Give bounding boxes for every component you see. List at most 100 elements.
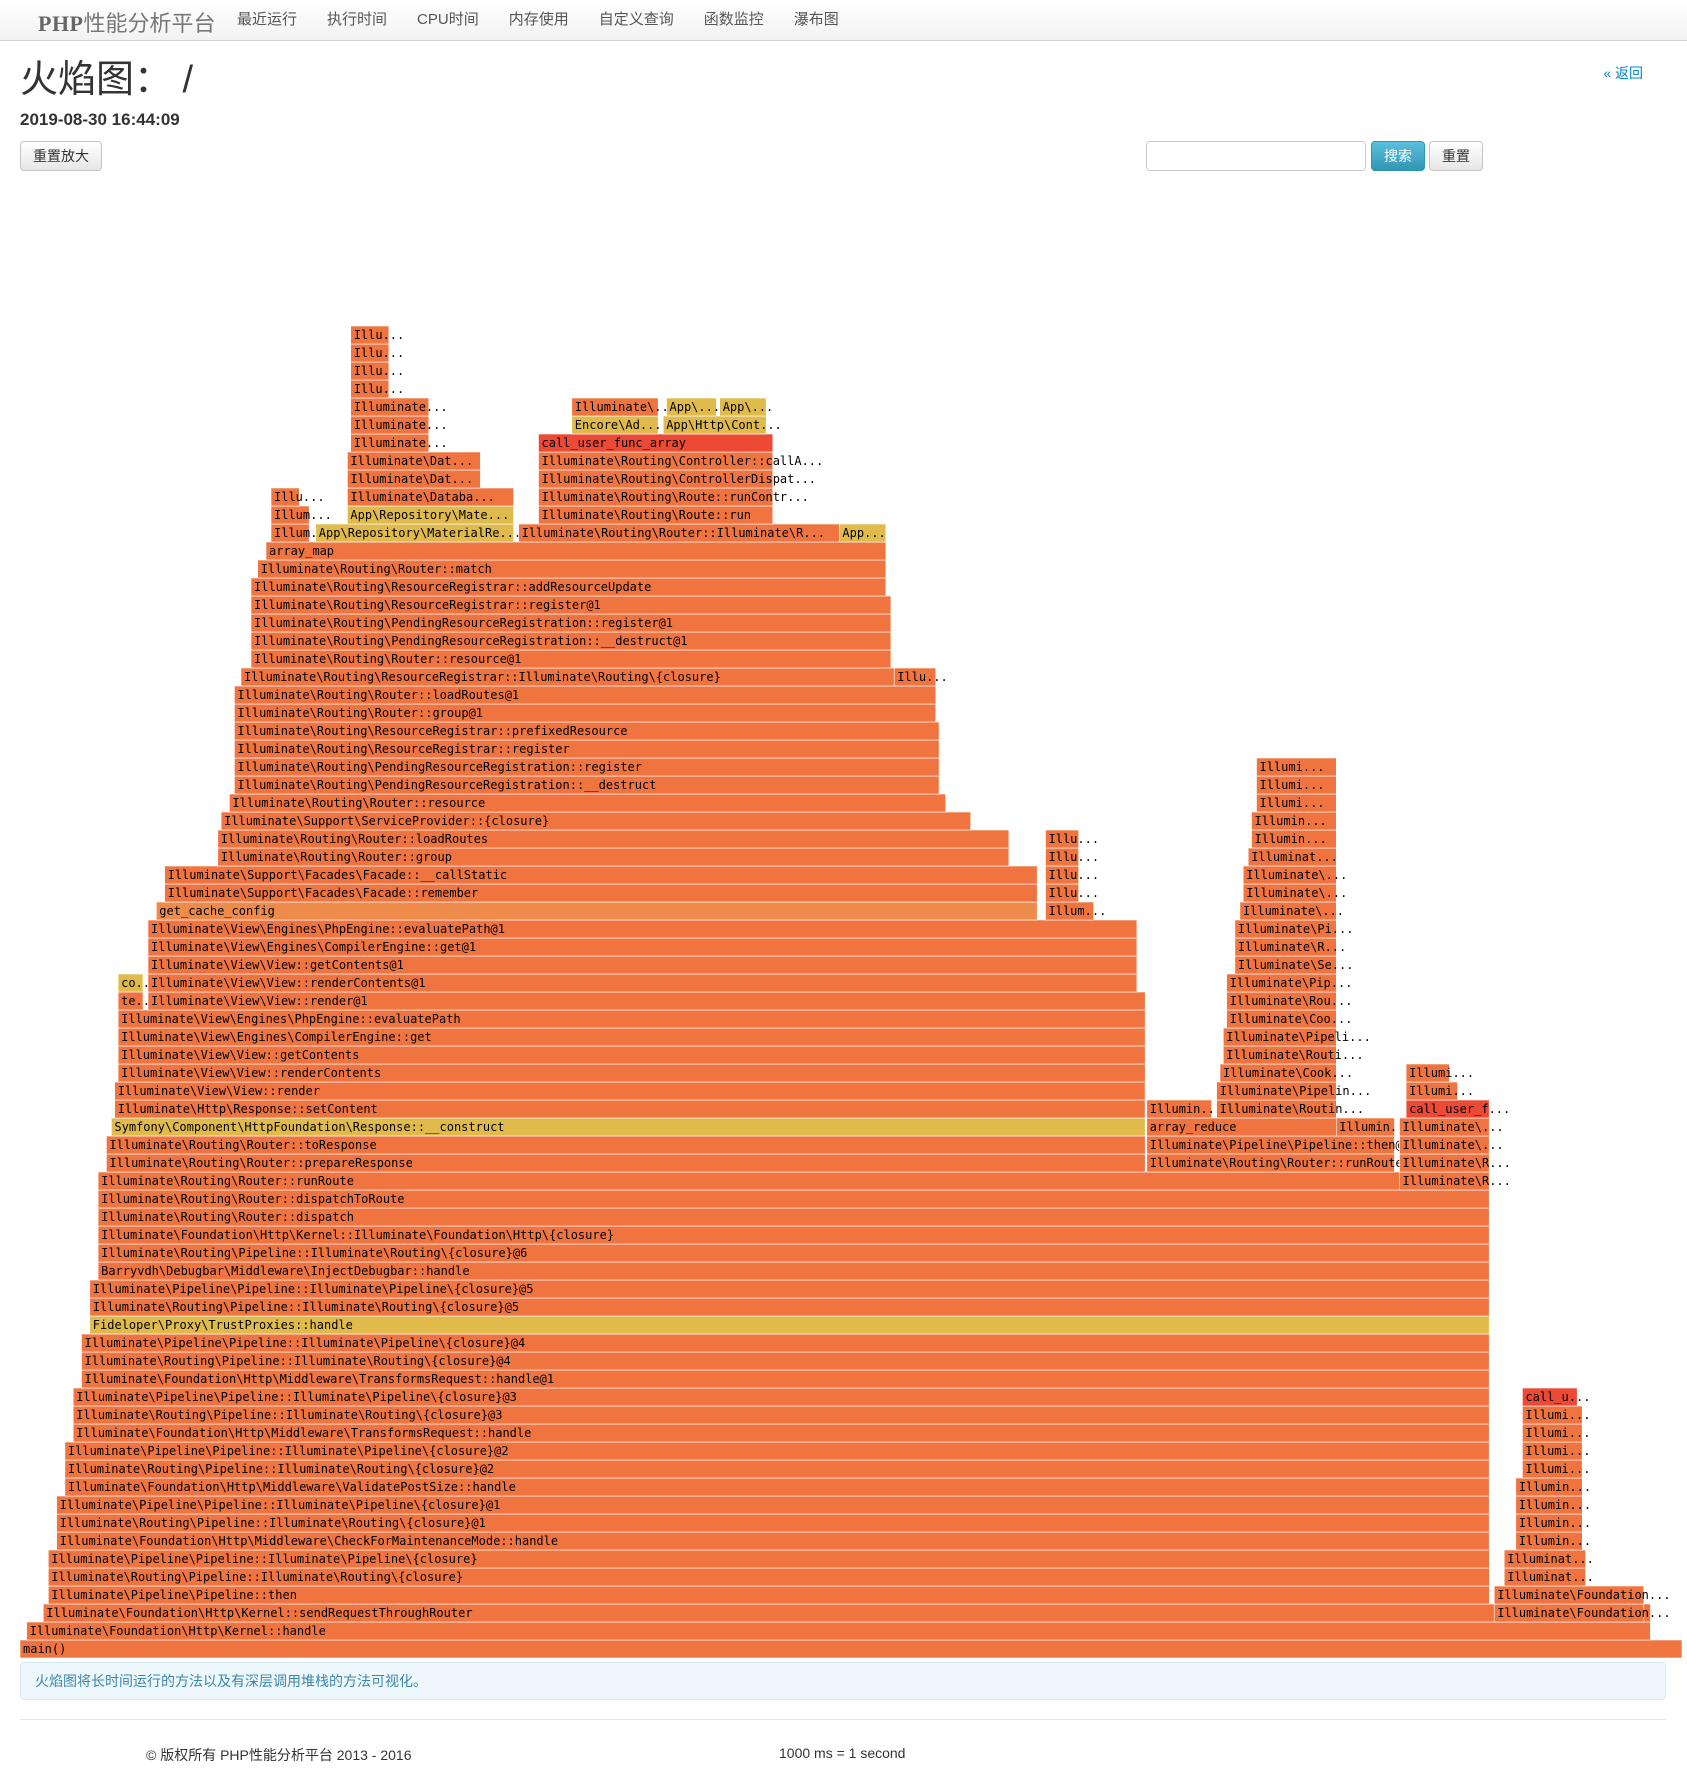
flame-frame[interactable]: Illuminate\Pipeline\Pipeline::Illuminate… [81,1333,1490,1353]
flame-frame[interactable]: Illu... [1045,883,1100,903]
flame-frame-rect[interactable] [350,325,390,345]
flame-frame-rect[interactable] [719,397,767,417]
flame-frame[interactable]: Illumi... [1256,757,1337,777]
flame-frame[interactable]: Illuminate\Routing\Router::toResponse [106,1135,1146,1155]
flame-frame[interactable]: get_cache_config [156,901,1038,921]
flame-frame-rect[interactable] [839,523,887,543]
flame-frame[interactable]: Illuminate\Routing\Controller::callA... [538,451,824,471]
flame-frame[interactable]: Illuminate\Pipeline\Pipeline::Illuminate… [56,1495,1490,1515]
flame-frame[interactable]: Barryvdh\Debugbar\Middleware\InjectDebug… [97,1261,1490,1281]
flame-frame[interactable]: Illuminate\Routing\Route::runContr... [538,487,809,507]
back-link[interactable]: « 返回 [1603,65,1643,81]
flame-frame[interactable]: Illumi... [1522,1441,1590,1461]
flame-frame-rect[interactable] [265,541,887,561]
flame-frame[interactable]: Illumi... [1405,1081,1474,1101]
flame-frame[interactable]: Illuminate... [350,397,448,417]
flame-frame[interactable]: Illuminate\Routing\Router::match [257,559,887,579]
flame-frame[interactable]: Fideloper\Proxy\TrustProxies::handle [89,1315,1490,1335]
flame-frame[interactable]: App\... [719,397,774,417]
flame-frame[interactable]: Illuminate\R... [1399,1153,1511,1173]
flame-frame[interactable]: Illuminate\View\View::renderContents@1 [147,973,1138,993]
flame-frame[interactable]: array_reduce [1146,1117,1337,1137]
nav-exec-time[interactable]: 执行时间 [327,11,388,28]
flame-frame[interactable]: Illuminate\Routing\Router::runRoute [97,1171,1490,1191]
flame-frame-rect[interactable] [20,1639,1682,1658]
flame-frame[interactable]: Illuminate\Routing\Pipeline::Illuminate\… [56,1513,1490,1533]
flame-frame[interactable]: Illuminate\Routing\Router::dispatchToRou… [97,1189,1490,1209]
flame-frame[interactable]: Illuminate\Pipeline\Pipeline::then [47,1585,1490,1605]
flame-frame[interactable]: call_u... [1522,1387,1590,1407]
flame-frame[interactable]: Illuminate\Databa... [347,487,514,507]
flame-frame[interactable]: Illuminate\Routing\ResourceRegistrar::pr… [234,721,940,741]
flame-frame[interactable]: Illuminate\Support\Facades\Facade::__cal… [164,865,1038,885]
flame-frame[interactable]: array_map [265,541,887,561]
flame-frame-rect[interactable] [1256,757,1337,777]
flame-graph[interactable]: main() Illuminate\Foundation\Http\Kernel:… [20,180,1682,1658]
flame-frame[interactable]: Illuminate\Routing\Router::group@1 [234,703,937,723]
flame-frame[interactable]: Illuminate\... [571,397,676,417]
nav-custom-query[interactable]: 自定义查询 [598,11,674,28]
flame-frame-rect[interactable] [270,487,300,507]
nav-recent-runs[interactable]: 最近运行 [237,11,298,28]
flame-frame[interactable]: Illuminate\Cook... [1219,1063,1353,1083]
flame-frame[interactable]: Illuminate\View\Engines\CompilerEngine::… [147,937,1138,957]
flame-frame[interactable]: Illumin... [1515,1531,1591,1551]
flame-frame[interactable]: Illuminate\Foundation\Http\Middleware\Tr… [72,1423,1490,1443]
flame-frame[interactable]: App\... [666,397,721,417]
flame-frame[interactable]: Illuminate\... [1239,901,1344,921]
flame-frame[interactable]: Illuminate\Pipelin... [1216,1081,1372,1101]
flame-frame[interactable]: Illu... [350,361,405,381]
flame-frame-rect[interactable] [1336,1117,1395,1137]
flame-frame[interactable]: Illuminate\Routing\Route::run [538,505,774,525]
flame-frame[interactable]: Illuminate\Routing\Router::prepareRespon… [106,1153,1146,1173]
flame-frame[interactable]: Illum... [1045,901,1107,921]
nav-function-monitor[interactable]: 函数监控 [703,11,764,28]
flame-frame[interactable]: App... [839,523,887,543]
flame-frame[interactable]: Illuminate\Routing\PendingResourceRegist… [234,775,940,795]
flame-frame[interactable]: Illuminate\Routing\Router::runRouteW... [1146,1153,1432,1173]
flame-frame[interactable]: Illuminate\Foundation\Http\Middleware\Tr… [81,1369,1490,1389]
flame-frame[interactable]: Illu... [350,325,405,345]
flame-frame[interactable]: Illuminate\Foundation\Http\Kernel::sendR… [42,1603,1651,1623]
flame-frame[interactable]: Illuminate\View\Engines\CompilerEngine::… [117,1027,1146,1047]
flame-frame[interactable]: Illuminate\Dat... [347,451,481,471]
flame-frame[interactable]: Illumin... [1251,811,1337,831]
reset-zoom-button[interactable]: 重置放大 [20,141,102,171]
flame-frame[interactable]: Illuminate\Routing\Pipeline::Illuminate\… [72,1405,1490,1425]
flame-frame[interactable]: Illuminate\... [1399,1135,1504,1155]
flame-frame[interactable]: Illuminate\... [1242,883,1347,903]
flame-frame[interactable]: Illuminate\Routing\PendingResourceRegist… [234,757,940,777]
flame-frame[interactable]: Illuminate\Routin... [1216,1099,1365,1119]
flame-frame-rect[interactable] [1522,1387,1578,1407]
flame-frame[interactable]: Illumi... [1256,793,1337,813]
flame-frame[interactable]: Illumin... [1515,1477,1591,1497]
flame-frame[interactable]: Illu... [1045,847,1100,867]
flame-frame[interactable]: Illuminate\Routing\Pipeline::Illuminate\… [64,1459,1490,1479]
flame-frame[interactable]: Illuminate\Routing\Pipeline::Illuminate\… [47,1567,1490,1587]
flame-frame[interactable]: Illu... [893,667,948,687]
flame-frame-rect[interactable] [117,973,144,993]
flame-frame[interactable]: Illuminate\Pipeline\Pipeline::Illuminate… [89,1279,1490,1299]
flame-frame[interactable]: Illu... [1045,865,1100,885]
flame-frame[interactable]: Illumi... [1256,775,1337,795]
flame-frame-rect[interactable] [1146,1153,1395,1173]
search-input[interactable] [1146,141,1366,171]
flame-frame[interactable]: Illuminate\Routing\Router::loadRoutes@1 [234,685,937,705]
flame-frame[interactable]: Illuminate\Routi... [1223,1045,1364,1065]
flame-frame[interactable]: main() [20,1639,1682,1658]
flame-frame-rect[interactable] [893,667,937,687]
flame-frame[interactable]: Illuminat... [1247,847,1338,867]
nav-cpu-time[interactable]: CPU时间 [417,11,479,28]
flame-frame[interactable]: Illumin... [1146,1099,1222,1119]
flame-frame[interactable]: Illuminate\Pip... [1226,973,1353,993]
flame-frame[interactable]: Illuminate\Routing\Pipeline::Illuminate\… [81,1351,1490,1371]
flame-frame[interactable]: Illuminate\View\View::render@1 [147,991,1146,1011]
flame-frame[interactable]: Illuminate\View\Engines\PhpEngine::evalu… [117,1009,1146,1029]
flame-frame[interactable]: Illuminate\Foundation\Http\Kernel::Illum… [97,1225,1490,1245]
flame-frame[interactable]: Illuminate\Routing\Router::dispatch [97,1207,1490,1227]
flame-frame[interactable]: Illuminate\Dat... [347,469,481,489]
flame-frame-rect[interactable] [1045,829,1080,849]
flame-frame[interactable]: Illuminate\Routing\ResourceRegistrar::Il… [240,667,895,687]
flame-frame[interactable]: Illuminate\Support\ServiceProvider::{clo… [220,811,971,831]
flame-frame[interactable]: Illuminate\Pipeline\Pipeline::Illuminate… [64,1441,1490,1461]
